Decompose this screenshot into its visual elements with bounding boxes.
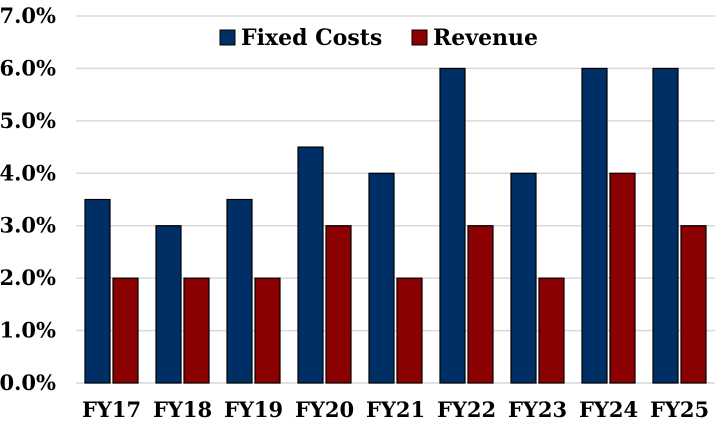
y-tick-label: 6.0% xyxy=(0,55,56,80)
bar-revenue-fy24 xyxy=(609,172,636,384)
bar-fixed-costs-fy17 xyxy=(84,198,111,384)
bar-fixed-costs-fy23 xyxy=(510,172,537,384)
y-tick-label: 3.0% xyxy=(0,213,56,238)
legend-label-fixed-costs: Fixed Costs xyxy=(241,25,382,51)
x-tick-label: FY24 xyxy=(579,397,638,422)
y-tick-label: 1.0% xyxy=(0,318,56,343)
x-tick-label: FY17 xyxy=(82,397,141,422)
y-axis-ticks: 0.0% 1.0% 2.0% 3.0% 4.0% 5.0% 6.0% 7.0% xyxy=(0,3,56,395)
bar-revenue-fy18 xyxy=(183,277,210,384)
bar-revenue-fy20 xyxy=(325,225,352,384)
legend-swatch-fixed-costs xyxy=(219,29,236,46)
y-tick-label: 0.0% xyxy=(0,370,56,395)
bars xyxy=(84,67,707,384)
legend-swatch-revenue xyxy=(411,29,428,46)
gridlines xyxy=(76,15,715,384)
bar-revenue-fy17 xyxy=(112,277,139,384)
y-tick-label: 5.0% xyxy=(0,108,56,133)
bar-revenue-fy19 xyxy=(254,277,281,384)
bar-fixed-costs-fy22 xyxy=(439,67,466,384)
bar-fixed-costs-fy25 xyxy=(652,67,679,384)
x-tick-label: FY21 xyxy=(366,397,425,422)
x-tick-label: FY25 xyxy=(650,397,709,422)
x-tick-label: FY23 xyxy=(508,397,567,422)
x-tick-label: FY20 xyxy=(295,397,354,422)
bar-revenue-fy22 xyxy=(467,225,494,384)
y-tick-label: 7.0% xyxy=(0,3,56,28)
y-tick-label: 2.0% xyxy=(0,265,56,290)
x-tick-label: FY18 xyxy=(153,397,212,422)
bar-revenue-fy21 xyxy=(396,277,423,384)
bar-revenue-fy23 xyxy=(538,277,565,384)
bar-fixed-costs-fy18 xyxy=(155,225,182,384)
legend-label-revenue: Revenue xyxy=(433,25,538,51)
x-tick-label: FY22 xyxy=(437,397,496,422)
bar-fixed-costs-fy21 xyxy=(368,172,395,384)
x-axis-categories: FY17 FY18 FY19 FY20 FY21 FY22 FY23 FY24 FY25 xyxy=(82,397,709,422)
x-tick-label: FY19 xyxy=(224,397,283,422)
bar-fixed-costs-fy24 xyxy=(581,67,608,384)
y-tick-label: 4.0% xyxy=(0,160,56,185)
legend: Fixed Costs Revenue xyxy=(219,25,538,51)
bar-fixed-costs-fy20 xyxy=(297,146,324,384)
bar-fixed-costs-fy19 xyxy=(226,198,253,384)
bar-revenue-fy25 xyxy=(680,225,707,384)
